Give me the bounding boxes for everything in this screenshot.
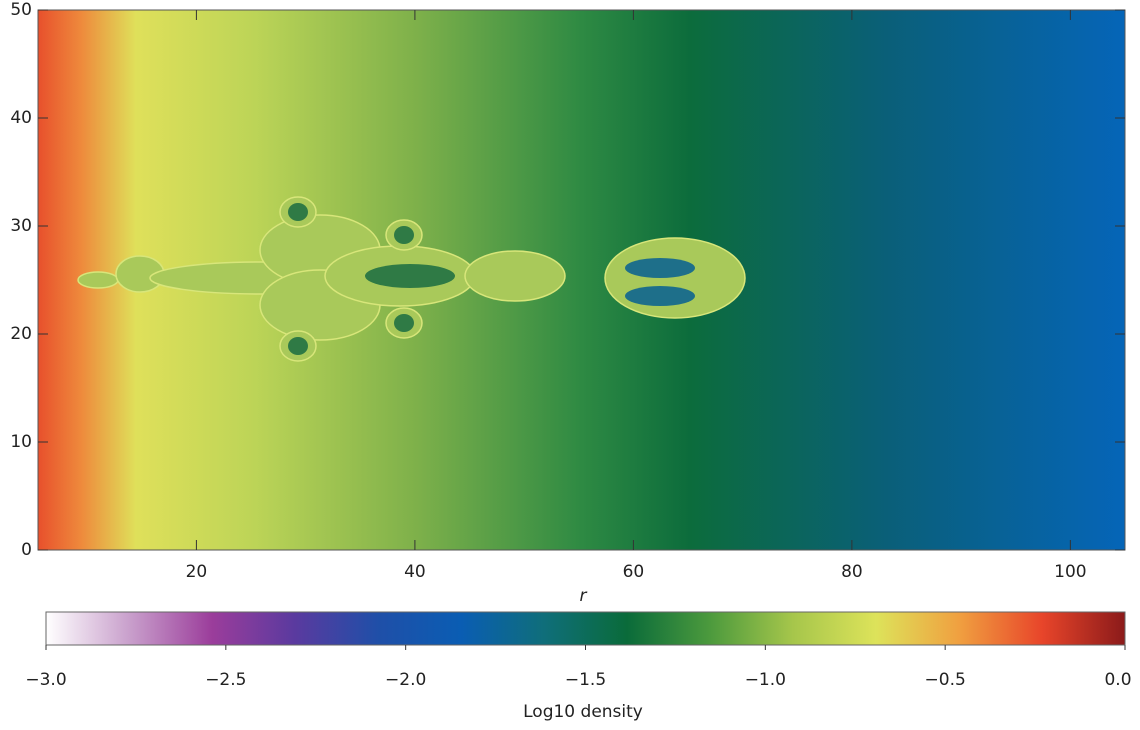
colorbar-tick-label: −1.5: [565, 670, 606, 690]
chart: r Log10 density 20 40 60 80 100 0 10 20 30 40 50 −3…: [0, 0, 1140, 726]
x-tick-label: 80: [841, 562, 863, 582]
x-axis-label: r: [580, 586, 588, 606]
colorbar-tick-label: −2.0: [385, 670, 426, 690]
colorbar-tick-label: −3.0: [25, 670, 66, 690]
colorbar-tick-label: −1.0: [745, 670, 786, 690]
y-tick-label: 30: [10, 216, 32, 236]
x-tick-label: 40: [404, 562, 426, 582]
x-tick-label: 20: [186, 562, 208, 582]
y-tick-label: 50: [10, 0, 32, 20]
y-tick-label: 10: [10, 432, 32, 452]
y-tick-label: 20: [10, 324, 32, 344]
x-tick-label: 60: [623, 562, 645, 582]
colorbar-tick-label: −0.5: [925, 670, 966, 690]
colorbar: [46, 612, 1125, 645]
colorbar-label: Log10 density: [523, 702, 643, 722]
y-tick-label: 40: [10, 108, 32, 128]
x-tick-label: 100: [1054, 562, 1086, 582]
colorbar-tick-label: −2.5: [205, 670, 246, 690]
colorbar-tick-label: 0.0: [1104, 670, 1131, 690]
y-tick-label: 0: [21, 540, 32, 560]
